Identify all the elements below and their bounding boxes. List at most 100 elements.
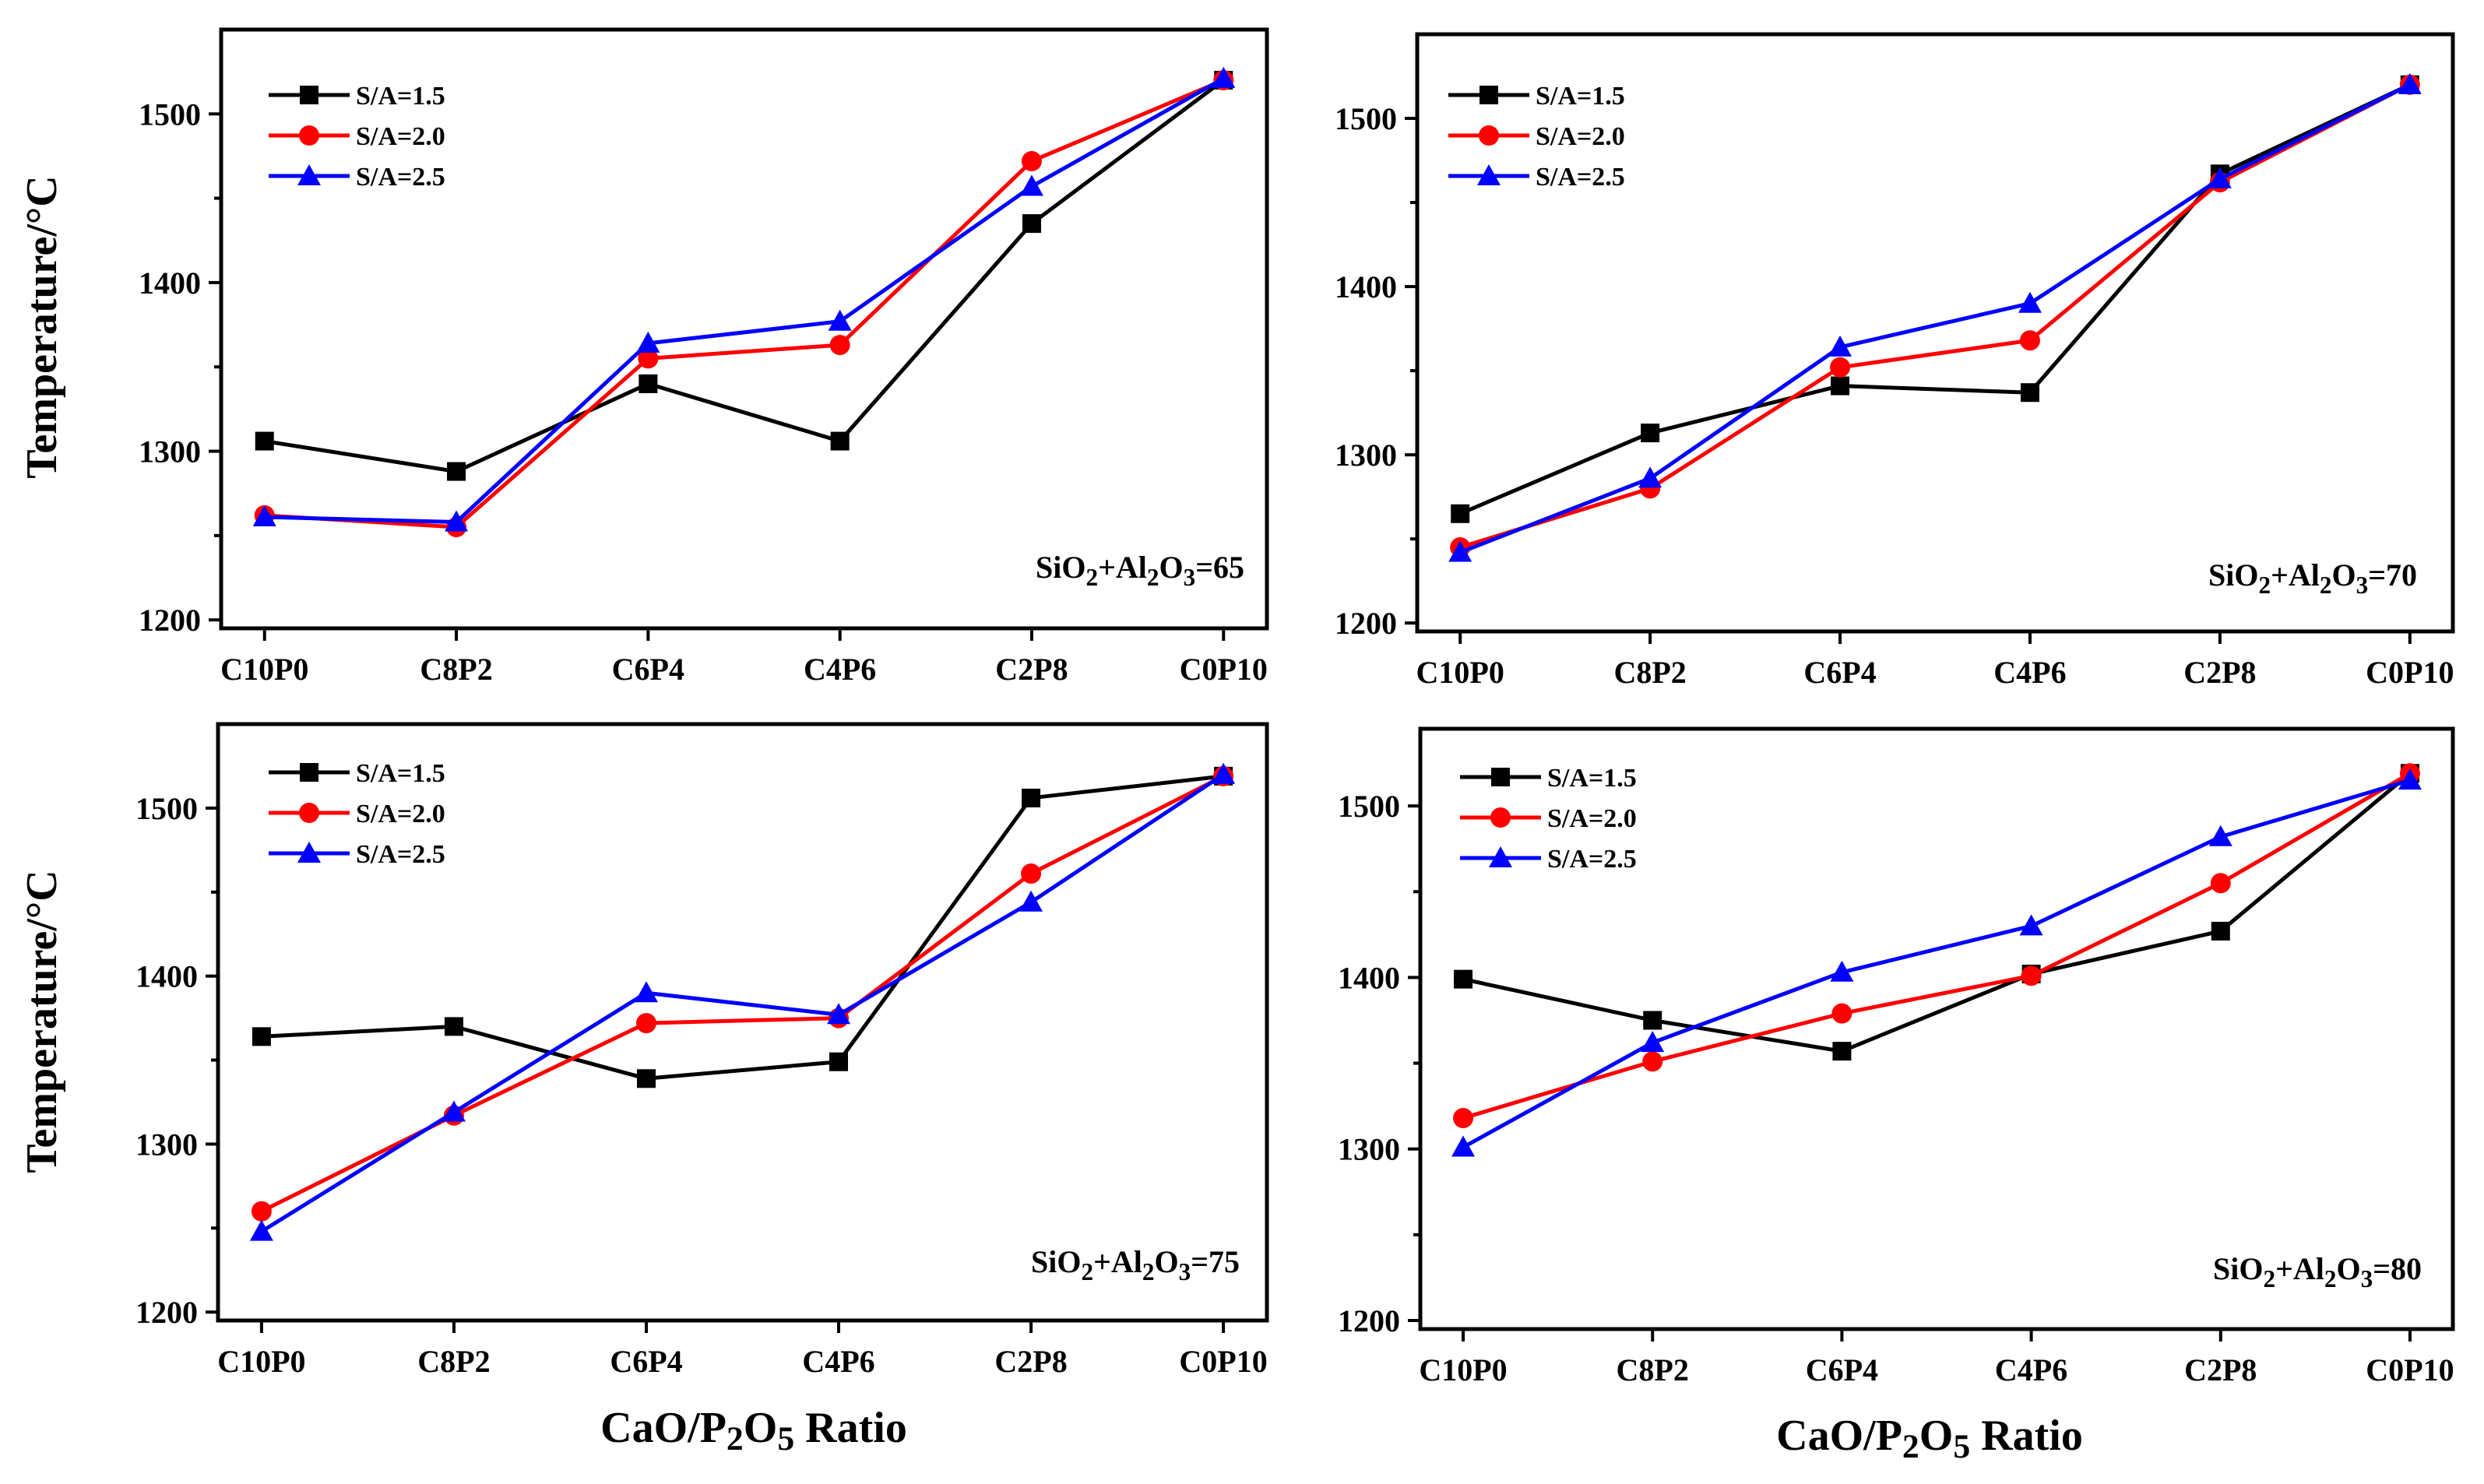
legend-label: S/A=2.0 [1536, 122, 1625, 151]
data-point-marker [2398, 72, 2422, 94]
data-point-marker [1454, 969, 1473, 989]
legend-label: S/A=2.0 [356, 122, 445, 151]
x-category-label: C0P10 [1179, 1344, 1267, 1379]
series-line-2 [264, 78, 1225, 529]
plot-frame [216, 722, 1269, 1323]
x-axis-label-right: CaO/P2O5 Ratio [1776, 1412, 2083, 1465]
data-point-marker [639, 374, 658, 393]
data-point-marker [1019, 174, 1043, 196]
subscript-glyph: 2 [2320, 571, 2332, 599]
x-category-label: C2P8 [995, 652, 1068, 687]
legend-marker [299, 803, 319, 823]
subscript-glyph: 2 [1086, 564, 1099, 591]
y-tick-label: 1200 [1335, 606, 1397, 641]
y-tick-label: 1300 [139, 434, 201, 469]
series-line-2 [1462, 772, 2412, 1120]
data-point-marker [255, 431, 274, 451]
series-line-3 [260, 772, 1225, 1233]
y-tick-label: 1500 [135, 791, 198, 826]
legend: S/A=1.5 S/A=2.0 S/A=2.5 [1460, 764, 1637, 874]
plot-frame [1418, 726, 2455, 1331]
legend-marker [1491, 768, 1510, 786]
legend-marker [1479, 125, 1499, 146]
text-run: O [2336, 1251, 2360, 1286]
text-run: O [1919, 1412, 1954, 1460]
data-point-marker [1022, 214, 1041, 234]
series-line-2 [1459, 83, 2411, 550]
legend-label: S/A=1.5 [1547, 764, 1637, 793]
subscript-glyph: 2 [2259, 571, 2271, 599]
text-run: O [744, 1404, 778, 1452]
data-point-marker [1831, 376, 1850, 396]
text-run: SiO [1036, 550, 1085, 585]
data-point-marker [1642, 1051, 1663, 1072]
y-tick-label: 1200 [139, 603, 201, 638]
subscript-glyph: 3 [2361, 1265, 2373, 1292]
data-point-marker [1212, 66, 1236, 88]
data-point-marker [635, 1013, 656, 1034]
data-point-marker [1019, 890, 1043, 912]
x-category-label: C4P6 [1993, 655, 2066, 690]
text-run: O [2331, 557, 2356, 593]
legend-marker [1489, 846, 1512, 867]
data-point-marker [1638, 466, 1662, 488]
data-point-marker [1021, 863, 1042, 884]
text-run: Ratio [1970, 1412, 2083, 1460]
data-point-marker [828, 309, 852, 331]
y-tick-label: 1400 [135, 959, 198, 994]
subscript-glyph: 5 [777, 1420, 794, 1458]
data-point-marker [252, 505, 276, 527]
subscript-glyph: 2 [2264, 1265, 2276, 1292]
data-point-marker [251, 1201, 272, 1222]
subscript-glyph: 2 [2324, 1265, 2337, 1292]
text-run: =75 [1191, 1244, 1240, 1279]
data-point-marker [634, 981, 658, 1003]
y-tick-label: 1400 [139, 266, 201, 301]
y-tick-label: 1400 [1335, 269, 1397, 304]
legend: S/A=1.5 S/A=2.0 S/A=2.5 [269, 759, 445, 869]
data-point-marker [2210, 873, 2231, 894]
data-point-marker [447, 462, 466, 481]
x-category-label: C10P0 [217, 1344, 305, 1379]
x-category-label: C8P2 [1613, 655, 1686, 690]
data-point-marker [1830, 357, 1851, 378]
chart-panel-4: 1200 1300 1400 1500 C10P0 C8P2 C6P4 C4P6 C2P8 C0P… [1338, 726, 2455, 1387]
text-run: CaO/P [600, 1404, 727, 1452]
panel-annotation: SiO2+Al2O3=70 [2208, 557, 2417, 599]
data-point-marker [827, 1003, 851, 1025]
data-point-marker [636, 1069, 656, 1088]
y-tick-label: 1300 [1335, 438, 1397, 473]
legend-marker [1479, 86, 1498, 104]
legend-marker [1490, 807, 1511, 828]
data-point-marker [2020, 383, 2039, 403]
x-category-label: C6P4 [1803, 655, 1876, 690]
data-point-marker [1022, 788, 1041, 807]
data-point-marker [1448, 540, 1472, 562]
legend-label: S/A=2.0 [1547, 804, 1637, 833]
data-point-marker [2208, 825, 2232, 846]
legend-label: S/A=1.5 [356, 82, 445, 111]
subscript-glyph: 5 [1953, 1428, 1970, 1465]
legend-label: S/A=2.0 [356, 800, 445, 828]
series-line-1 [261, 774, 1224, 1081]
legend-marker [299, 125, 319, 146]
x-category-label: C10P0 [1416, 655, 1504, 690]
legend-label: S/A=1.5 [1536, 82, 1625, 111]
x-category-label: C0P10 [2366, 655, 2454, 690]
legend-label: S/A=2.5 [1547, 845, 1637, 874]
chart-panel-1: 1200 1300 1400 1500 C10P0 C8P2 C6P4 C4P6 C2P8 C0P… [139, 27, 1269, 687]
legend: S/A=1.5 S/A=2.0 S/A=2.5 [1448, 82, 1625, 192]
data-point-marker [830, 431, 850, 451]
subscript-glyph: 3 [1184, 564, 1196, 591]
x-category-label: C8P2 [420, 652, 492, 687]
x-category-label: C8P2 [417, 1344, 490, 1379]
text-run: SiO [2213, 1251, 2263, 1286]
data-point-marker [2019, 330, 2040, 351]
legend-label: S/A=2.5 [356, 163, 445, 192]
x-category-label: C6P4 [610, 1344, 682, 1379]
text-run: =65 [1195, 550, 1244, 585]
data-point-marker [638, 348, 659, 369]
y-tick-label: 1300 [135, 1127, 198, 1162]
x-category-label: C6P4 [1806, 1352, 1878, 1387]
